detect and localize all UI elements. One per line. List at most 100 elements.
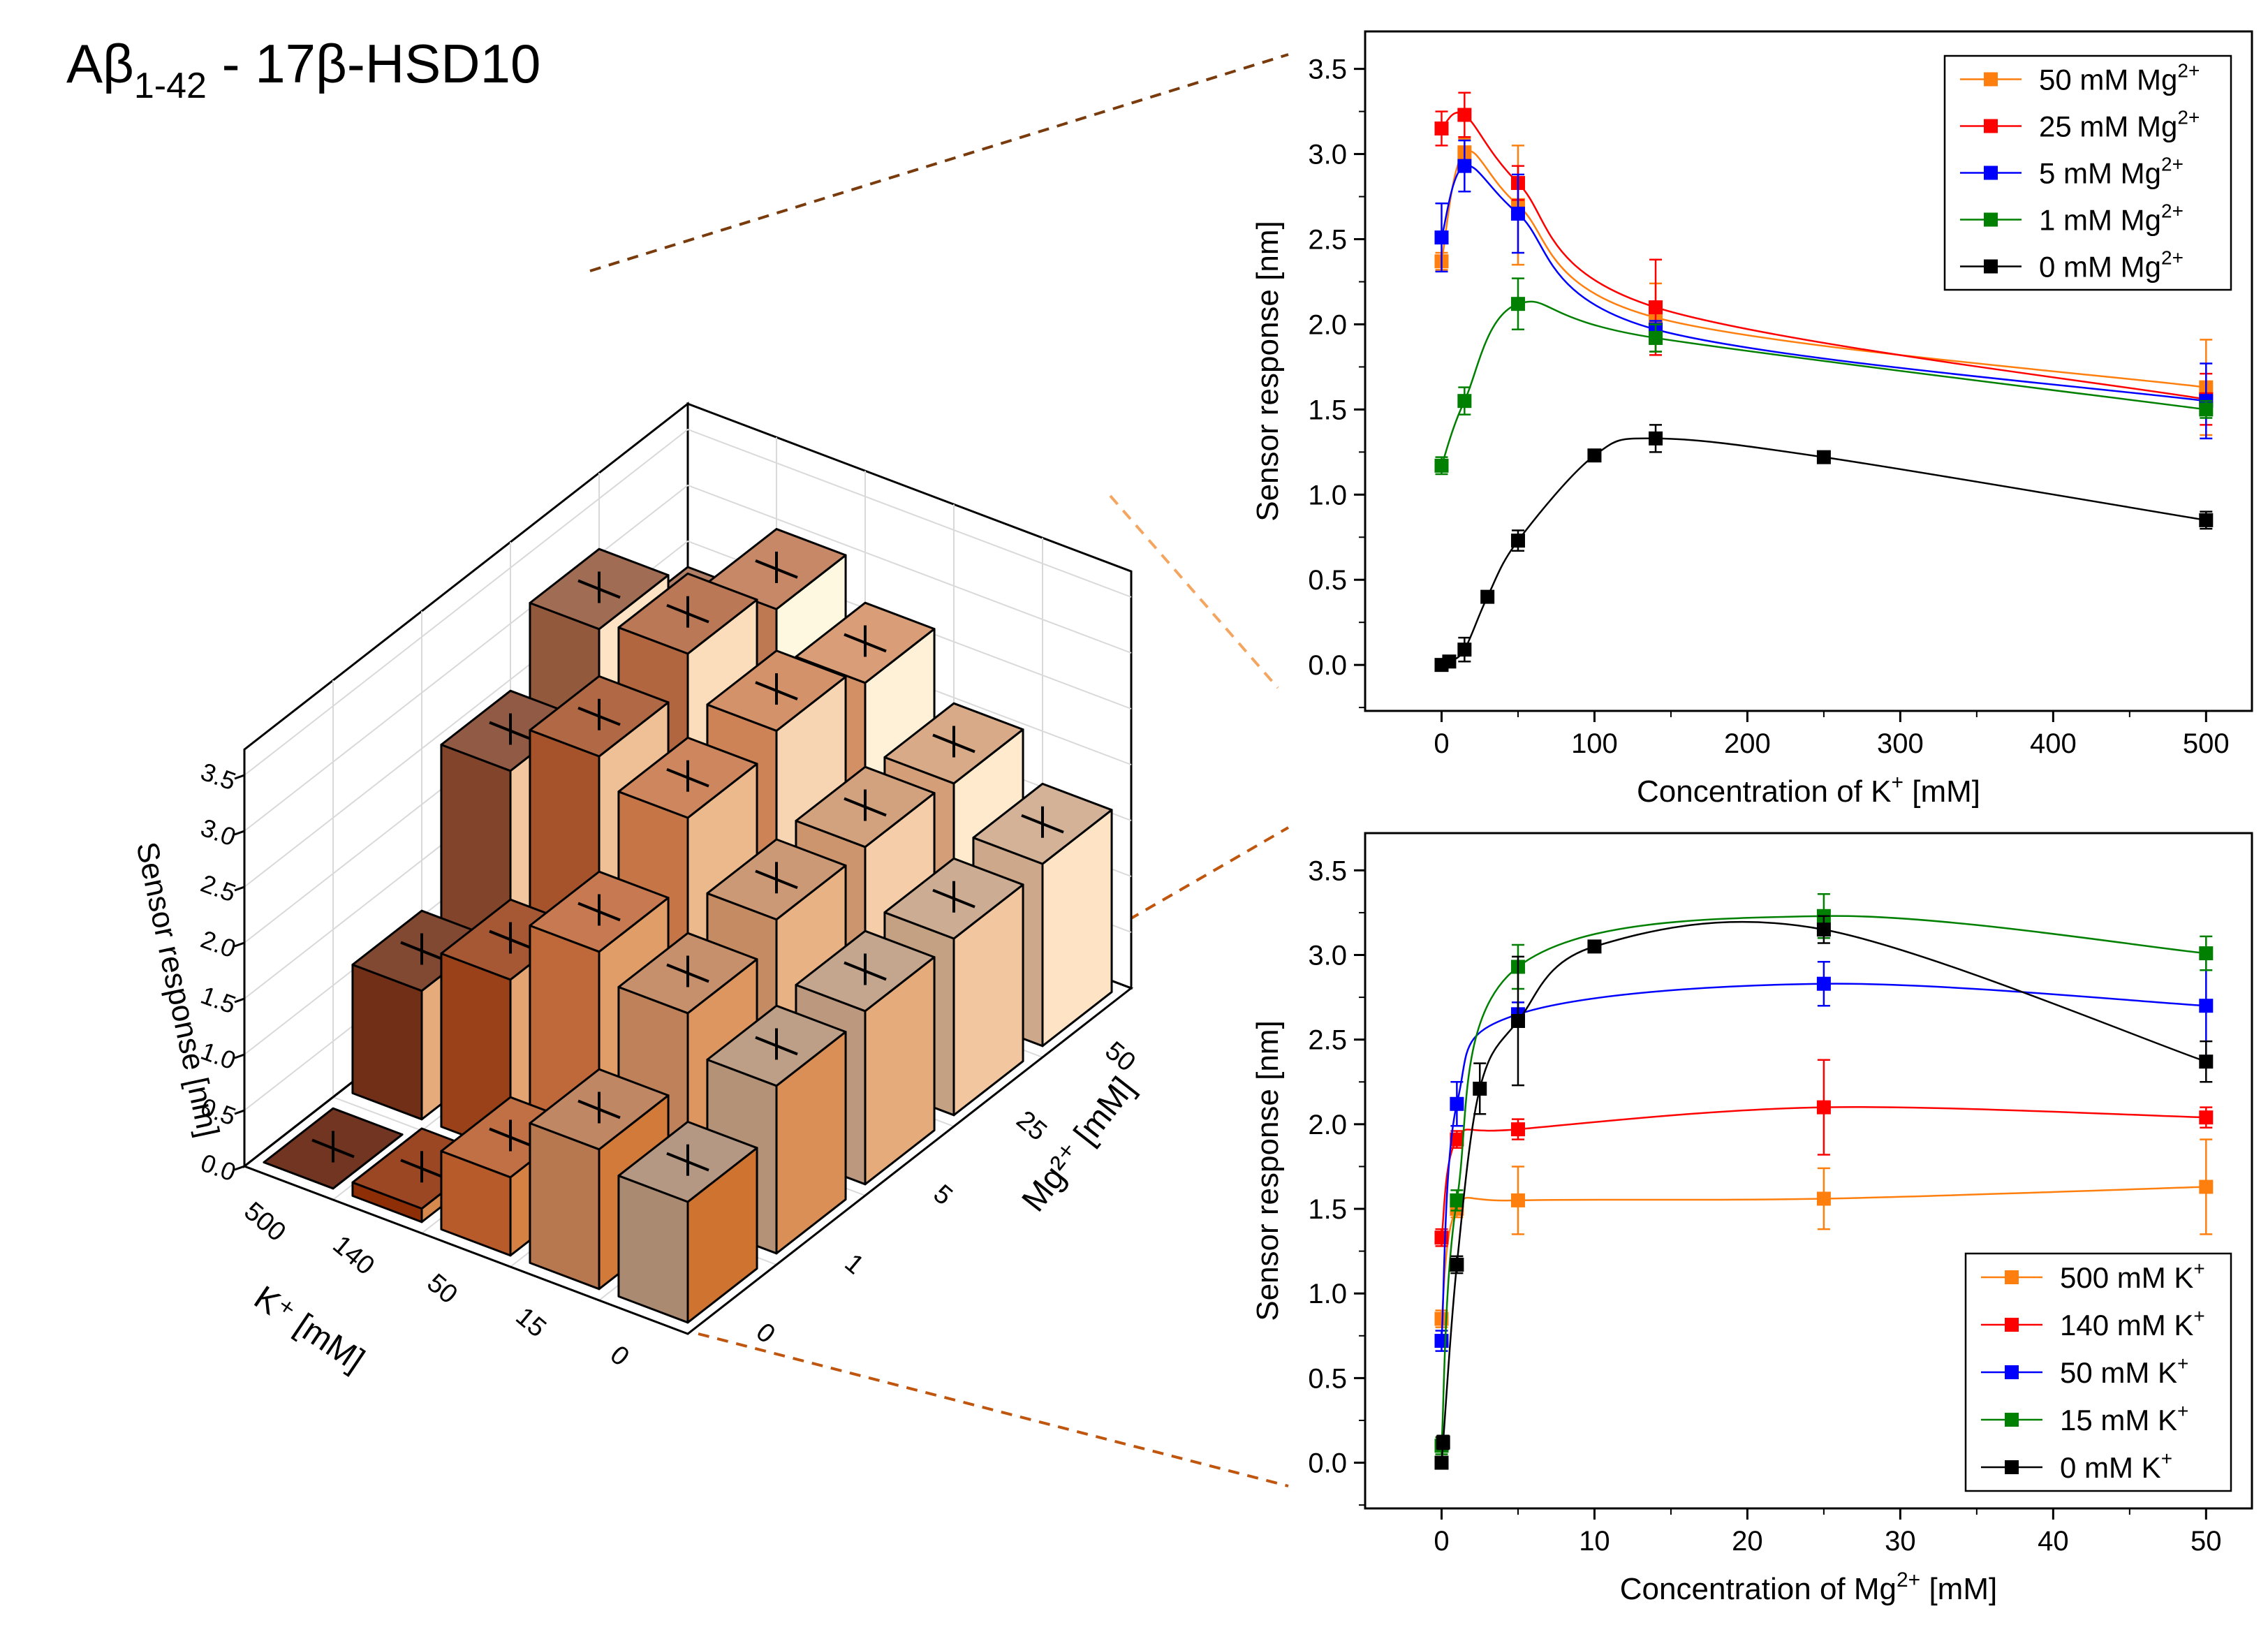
data-point (1510, 1193, 1525, 1207)
y-tick-label: 0.5 (1308, 565, 1347, 596)
bar3d-bar (263, 1107, 404, 1190)
series (1434, 915, 2214, 1470)
data-point (1457, 642, 1472, 657)
x-tick-label: 500 (2183, 728, 2230, 759)
legend-box (1964, 1252, 2232, 1492)
legend-item: 15 mM K+ (1981, 1400, 2188, 1436)
y-tick-label: 1.5 (1308, 1194, 1347, 1225)
legend-item: 0 mM Mg2+ (1960, 247, 2184, 284)
bar3d-mg-tick-label: 25 (1011, 1105, 1052, 1147)
y-tick-label: 2.0 (1308, 1110, 1347, 1140)
x-tick-label: 50 (2190, 1526, 2222, 1557)
bar3d-gridline (244, 428, 1132, 776)
y-axis-title: Sensor response [nm] (1251, 1020, 1285, 1321)
data-point (1510, 534, 1525, 548)
data-point (1457, 159, 1472, 173)
legend-item: 0 mM K+ (1981, 1448, 2172, 1484)
legend-marker (2005, 1318, 2019, 1332)
bar3d-bar (529, 1068, 670, 1291)
data-point (1816, 1191, 1831, 1206)
bar3d-k-tick-label: 50 (422, 1268, 463, 1309)
legend-marker (1984, 166, 1998, 180)
bar3d-z-tick (234, 1053, 245, 1059)
bar3d-k-tick-label: 140 (327, 1230, 380, 1281)
legend-label: 1 mM Mg2+ (2039, 200, 2184, 237)
data-point (1434, 122, 1449, 135)
legend-marker (1984, 72, 1998, 87)
figure-title-subscript: 1-42 (134, 66, 207, 106)
legend-label: 25 mM Mg2+ (2039, 107, 2200, 143)
data-point (1434, 1311, 1449, 1326)
series-line (1441, 983, 2207, 1342)
legend-item: 50 mM Mg2+ (1960, 60, 2200, 96)
bar3d-z-tick-label: 3.0 (197, 813, 240, 852)
series (1434, 91, 2214, 426)
data-point (1434, 1455, 1449, 1470)
y-tick-label: 2.5 (1308, 225, 1347, 256)
legend-marker (2005, 1270, 2019, 1284)
data-point (1434, 1334, 1449, 1348)
bar3d-z-tick (234, 1109, 245, 1115)
bar3d-z-tick (234, 941, 245, 948)
data-point (2199, 1179, 2214, 1194)
legend-marker (2005, 1365, 2019, 1379)
data-point (1510, 1122, 1525, 1137)
legend-label: 50 mM K+ (2060, 1353, 2188, 1389)
legend-marker (1984, 119, 1998, 133)
x-tick-label: 0 (1434, 728, 1449, 759)
data-point (1436, 1435, 1450, 1450)
data-point (1434, 458, 1449, 473)
data-point (1816, 923, 1831, 937)
x-axis-title: Concentration of K+ [mM] (1637, 771, 1980, 809)
legend-label: 500 mM K+ (2060, 1258, 2205, 1294)
data-point (1457, 394, 1472, 409)
legend-label: 0 mM K+ (2060, 1448, 2172, 1484)
bar3d-z-tick (234, 997, 245, 1004)
zoom-connectors (589, 53, 1290, 1487)
bar3d-z-tick-label: 2.5 (197, 869, 240, 908)
legend-item: 5 mM Mg2+ (1960, 154, 2184, 190)
y-tick-label: 3.0 (1308, 940, 1347, 971)
legend-label: 15 mM K+ (2060, 1400, 2188, 1436)
x-axis-title: Concentration of Mg2+ [mM] (1620, 1568, 1997, 1606)
data-point (2199, 402, 2214, 417)
legend-marker (2005, 1460, 2019, 1474)
bar3d-mg-tick-label: 1 (839, 1248, 869, 1280)
bar3d-z-tick-label: 0.0 (197, 1148, 240, 1187)
data-point (2199, 946, 2214, 961)
data-point (2199, 513, 2214, 527)
bar3d-bar (617, 1120, 758, 1324)
connector-top-upper (589, 53, 1289, 272)
x-tick-label: 30 (1885, 1526, 1916, 1557)
data-point (1434, 1230, 1449, 1245)
data-point (2199, 999, 2214, 1013)
data-point (1457, 108, 1472, 122)
legend-item: 1 mM Mg2+ (1960, 200, 2184, 237)
legend-item: 50 mM K+ (1981, 1353, 2188, 1389)
series-line (1441, 915, 2207, 1446)
series (1434, 277, 2214, 476)
data-point (2199, 1110, 2214, 1125)
y-tick-label: 0.0 (1308, 650, 1347, 681)
connector-bottom-upper (1094, 826, 1290, 941)
y-tick-label: 0.0 (1308, 1448, 1347, 1479)
x-tick-label: 200 (1724, 728, 1771, 759)
x-tick-label: 10 (1579, 1526, 1610, 1557)
data-point (1480, 589, 1495, 604)
legend-item: 140 mM K+ (1981, 1305, 2205, 1342)
legend-label: 5 mM Mg2+ (2039, 154, 2184, 190)
data-point (1587, 939, 1602, 954)
data-point (1510, 297, 1525, 311)
legend: 500 mM K+ 140 mM K+ 50 mM K+ 15 mM K+ 0 mM K… (1964, 1252, 2232, 1492)
bar3d-gridline (244, 484, 1132, 832)
data-point (1450, 1096, 1464, 1111)
top-line-chart: 0 100 200 300 400 500 0.0 0.5 1.0 1.5 2.0 2.5 3.0 3.5… (1251, 30, 2253, 809)
bar3d-z-tick-label: 1.5 (197, 980, 240, 1020)
data-point (1442, 654, 1457, 669)
y-tick-label: 0.5 (1308, 1363, 1347, 1394)
data-point (1816, 450, 1831, 464)
bar3d-mg-tick-label: 0 (751, 1317, 781, 1349)
data-point (1510, 206, 1525, 221)
